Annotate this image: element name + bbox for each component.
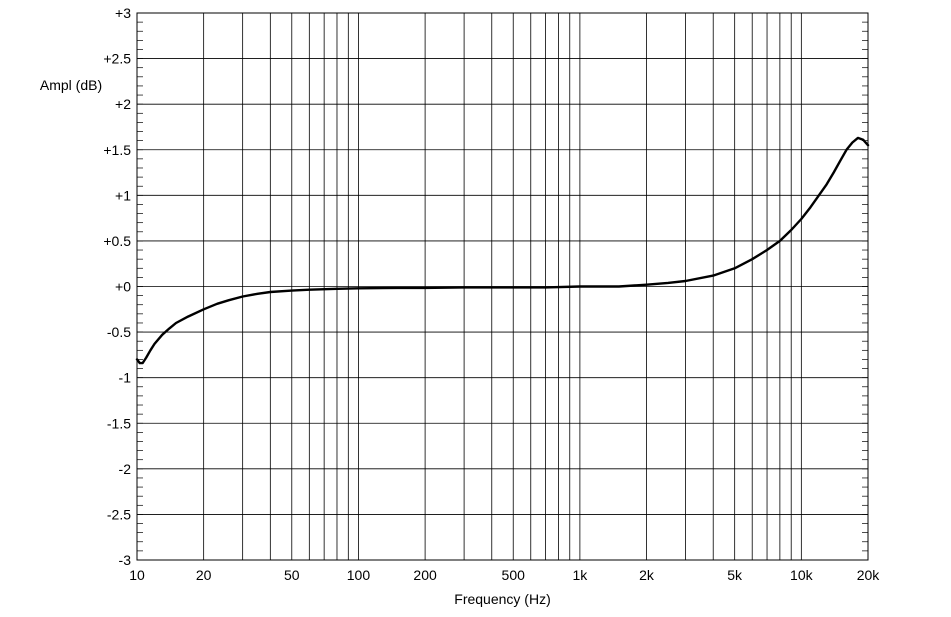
x-tick-labels: 10 20 50 100 200 500 1k 2k 5k 10k 20k	[129, 567, 880, 583]
x-tick-label: 20	[196, 567, 212, 583]
x-tick-label: 50	[284, 567, 300, 583]
x-tick-label: 500	[502, 567, 526, 583]
x-tick-label: 20k	[857, 567, 881, 583]
y-tick-label: -2	[119, 461, 132, 477]
y-tick-label: -0.5	[107, 324, 131, 340]
y-tick-label: +1.5	[103, 142, 131, 158]
x-tick-label: 5k	[727, 567, 743, 583]
y-tick-label: -2.5	[107, 506, 131, 522]
x-tick-label: 10	[129, 567, 145, 583]
x-tick-label: 10k	[790, 567, 814, 583]
y-tick-labels: +3 +2.5 +2 +1.5 +1 +0.5 +0 -0.5 -1 -1.5 -2 -2.5 -3	[103, 5, 131, 568]
x-tick-label: 1k	[572, 567, 588, 583]
y-tick-label: +2	[115, 96, 131, 112]
x-tick-label: 100	[347, 567, 371, 583]
y-tick-label: +0.5	[103, 233, 131, 249]
y-tick-label: -1	[119, 370, 132, 386]
series-group	[135, 136, 870, 365]
series-line	[135, 136, 870, 365]
y-tick-label: -1.5	[107, 415, 131, 431]
y-tick-label: +1	[115, 187, 131, 203]
y-tick-label: -3	[119, 552, 132, 568]
y-tick-label: +3	[115, 5, 131, 21]
y-axis-label: Ampl (dB)	[40, 77, 102, 93]
y-tick-label: +0	[115, 279, 131, 295]
plot-frame	[136, 12, 869, 561]
y-tick-label: +2.5	[103, 51, 131, 67]
x-tick-label: 200	[413, 567, 437, 583]
x-tick-label: 2k	[639, 567, 655, 583]
x-axis-label: Frequency (Hz)	[454, 591, 550, 607]
